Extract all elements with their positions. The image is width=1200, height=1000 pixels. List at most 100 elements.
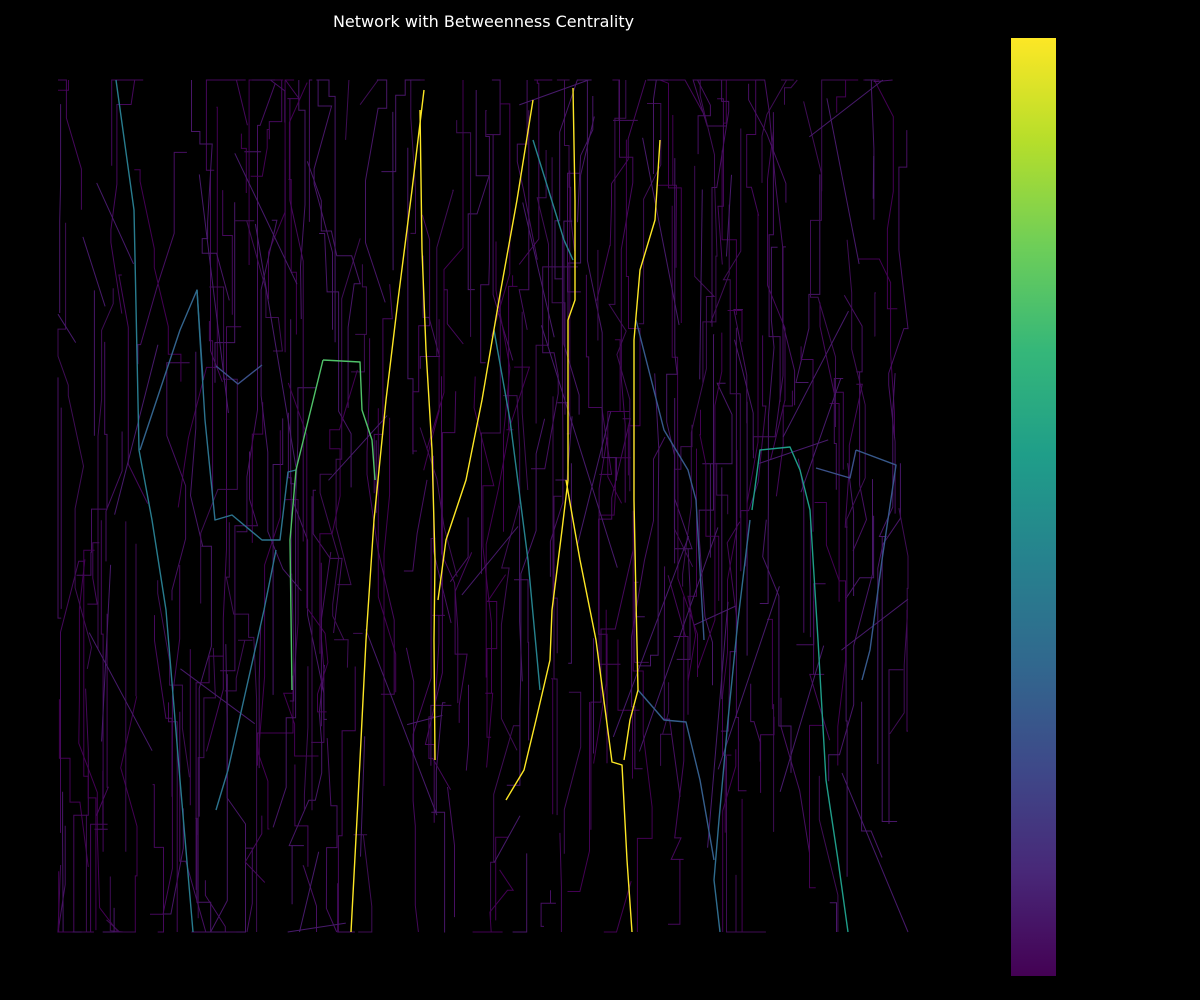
network-edge	[710, 204, 730, 323]
network-edge	[514, 579, 530, 741]
network-edge	[114, 344, 159, 515]
high-centrality-edge	[437, 99, 534, 601]
network-edge	[419, 427, 458, 577]
network-edge	[240, 133, 247, 193]
network-edge	[549, 234, 564, 577]
network-edge	[567, 172, 581, 293]
network-edge	[671, 205, 698, 677]
network-edge	[257, 675, 294, 766]
network-edge	[189, 351, 212, 817]
network-edge	[319, 233, 352, 488]
network-edge	[665, 79, 704, 113]
network-edge	[531, 266, 578, 470]
network-edge	[699, 189, 703, 380]
network-edge	[697, 332, 723, 669]
network-edge	[857, 258, 895, 439]
network-edge	[586, 80, 617, 481]
network-edge	[847, 463, 855, 596]
network-edge	[563, 220, 580, 415]
network-edge	[552, 396, 558, 654]
network-edge	[717, 98, 724, 265]
network-edge	[760, 716, 775, 793]
network-edge	[556, 79, 576, 252]
high-centrality-edge	[635, 319, 705, 641]
network-edge	[563, 691, 582, 854]
network-edge	[702, 382, 733, 558]
network-edge	[666, 158, 678, 564]
high-centrality-edge	[419, 109, 436, 761]
centrality-colorbar	[1011, 38, 1056, 976]
network-edge	[236, 82, 276, 533]
low-centrality-edges	[57, 79, 909, 933]
network-edge	[412, 538, 436, 933]
network-edge	[244, 815, 266, 883]
network-edge	[696, 79, 719, 155]
network-edge	[365, 79, 388, 303]
network-edge	[377, 408, 397, 693]
network-edge	[328, 415, 388, 481]
network-edge	[412, 214, 431, 452]
network-edge	[405, 647, 415, 756]
network-edge	[576, 411, 612, 546]
network-edge	[818, 775, 839, 932]
high-centrality-edge	[532, 139, 574, 261]
network-edge	[755, 79, 796, 406]
network-edge	[383, 417, 391, 786]
network-edge	[308, 79, 313, 222]
network-edge	[625, 139, 641, 476]
network-edge	[726, 521, 747, 792]
network-edge	[663, 566, 681, 797]
network-edge	[767, 618, 773, 710]
network-edge	[722, 749, 737, 932]
network-edge	[320, 551, 332, 727]
network-edge	[166, 362, 190, 601]
network-edge	[864, 79, 876, 220]
network-edge	[154, 615, 173, 797]
network-edge	[257, 430, 281, 830]
network-edge	[863, 79, 898, 310]
network-edge	[366, 338, 395, 695]
network-edge	[110, 79, 144, 314]
network-edge	[906, 609, 908, 732]
network-edge	[590, 549, 634, 830]
network-edge	[82, 236, 106, 307]
network-edge	[287, 382, 329, 713]
network-edge	[598, 418, 631, 764]
network-edge	[846, 239, 866, 598]
network-edge	[720, 327, 737, 732]
network-edge	[137, 151, 187, 365]
network-edge	[268, 79, 283, 140]
network-edge	[57, 222, 93, 669]
network-edge	[325, 738, 338, 933]
network-edge	[441, 376, 459, 704]
network-edge	[365, 629, 438, 816]
network-edge	[889, 508, 909, 735]
network-edge	[506, 418, 546, 786]
high-centrality-edge	[289, 359, 324, 691]
high-centrality-edge	[815, 449, 857, 479]
network-edge	[101, 564, 112, 742]
network-edge	[744, 211, 759, 567]
network-edge	[94, 770, 108, 830]
network-edge	[456, 120, 472, 337]
network-edge	[235, 220, 283, 352]
network-edge	[97, 288, 114, 650]
network-edge	[316, 79, 336, 343]
network-edge	[518, 79, 553, 265]
network-edge	[111, 79, 140, 166]
network-edge	[481, 288, 501, 575]
network-edge	[83, 549, 97, 931]
network-edge	[593, 609, 607, 764]
network-edge	[647, 79, 668, 174]
network-edge	[272, 418, 284, 695]
high-centrality-edge	[322, 359, 376, 481]
network-edge	[78, 814, 87, 933]
network-edge	[668, 596, 685, 925]
network-edge	[287, 922, 346, 933]
network-edge	[725, 174, 732, 257]
network-edge	[428, 594, 452, 790]
network-edge	[495, 836, 509, 921]
network-edge	[200, 286, 238, 604]
